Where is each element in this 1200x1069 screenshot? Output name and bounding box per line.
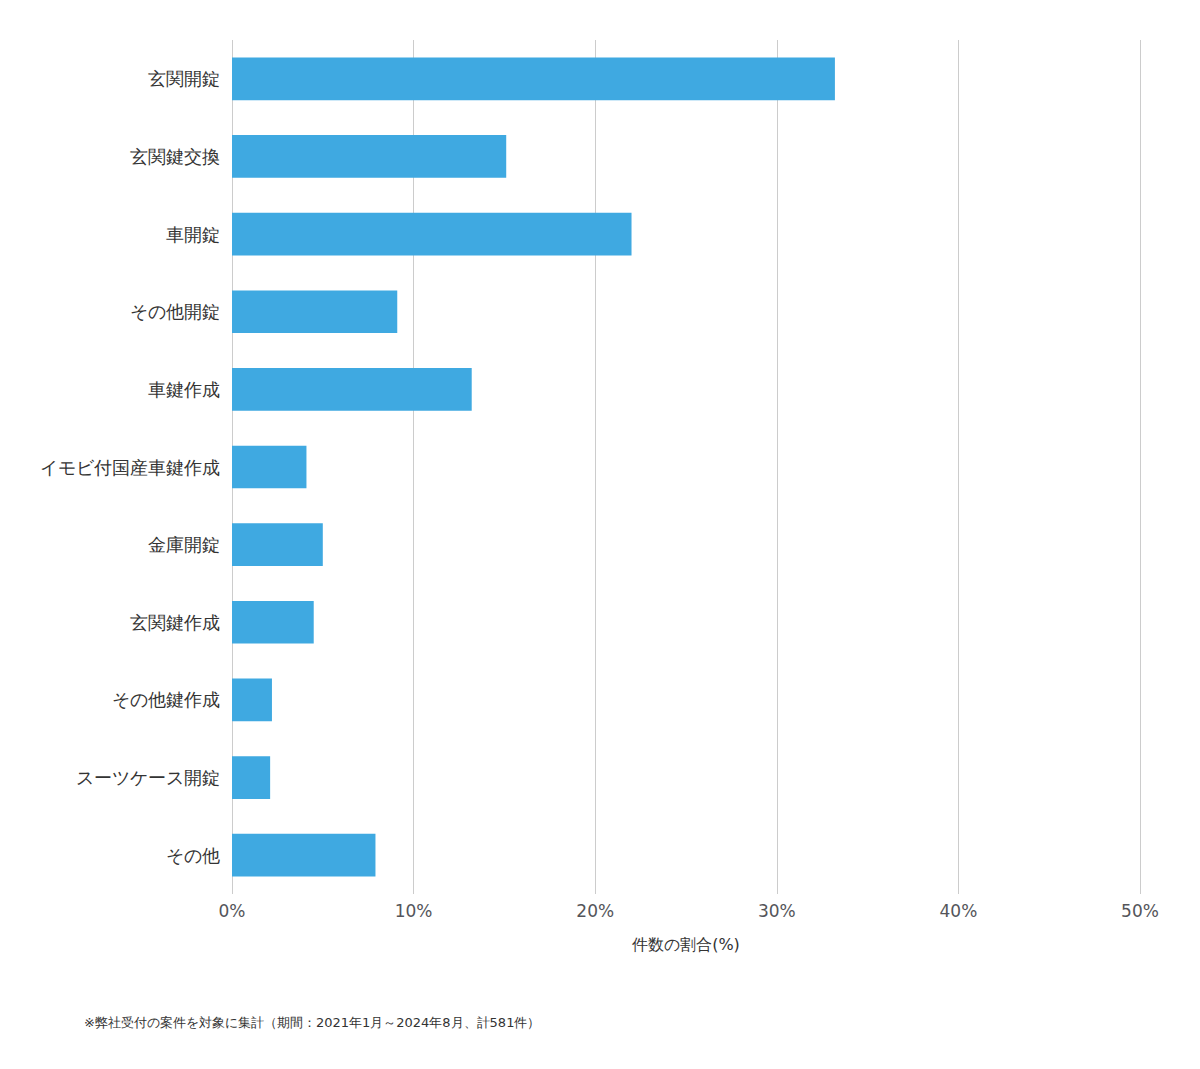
svg-text:その他鍵作成: その他鍵作成	[112, 689, 220, 710]
svg-text:車開錠: 車開錠	[166, 224, 220, 245]
svg-text:※弊社受付の案件を対象に集計（期間：2021年1月～2024: ※弊社受付の案件を対象に集計（期間：2021年1月～2024年8月、計581件）	[84, 1015, 540, 1030]
svg-text:20%: 20%	[576, 901, 614, 921]
svg-text:10%: 10%	[395, 901, 433, 921]
svg-text:件数の割合(%): 件数の割合(%)	[632, 935, 740, 954]
svg-text:イモビ付国産車鍵作成: イモビ付国産車鍵作成	[40, 457, 220, 478]
svg-text:その他開錠: その他開錠	[130, 301, 220, 322]
svg-text:その他: その他	[166, 845, 220, 866]
svg-text:スーツケース開錠: スーツケース開錠	[76, 767, 220, 788]
svg-text:0%: 0%	[219, 901, 246, 921]
svg-text:40%: 40%	[940, 901, 978, 921]
svg-text:玄関鍵交換: 玄関鍵交換	[130, 146, 220, 167]
svg-text:30%: 30%	[758, 901, 796, 921]
svg-text:車鍵作成: 車鍵作成	[148, 379, 220, 400]
svg-text:玄関鍵作成: 玄関鍵作成	[130, 612, 220, 633]
svg-text:50%: 50%	[1121, 901, 1159, 921]
svg-text:金庫開錠: 金庫開錠	[148, 534, 220, 555]
svg-text:玄関開錠: 玄関開錠	[148, 68, 220, 89]
